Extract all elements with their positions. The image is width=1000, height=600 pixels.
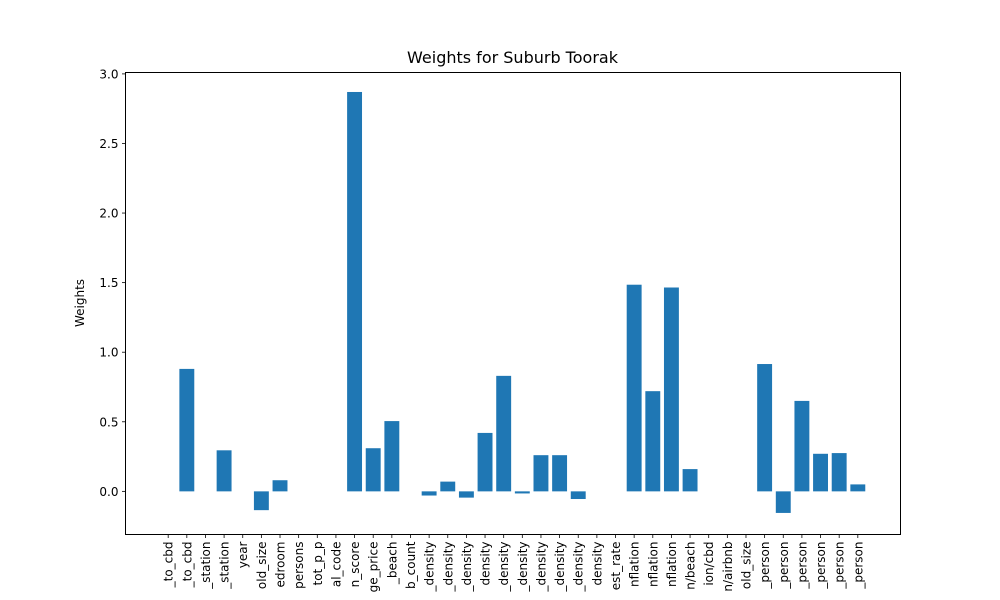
bars-group xyxy=(179,91,866,513)
y-tick-label: 1.0 xyxy=(99,346,118,360)
x-tick-label: _density xyxy=(460,542,474,593)
x-tick-label: al_code xyxy=(329,542,343,588)
x-tick-label: _density xyxy=(516,542,530,593)
bar-25 xyxy=(626,284,642,492)
y-tick-label: 3.0 xyxy=(99,67,118,81)
x-tick-label: ge_price xyxy=(367,542,381,593)
bar-32 xyxy=(757,364,773,492)
bar-28 xyxy=(682,469,698,492)
x-tick-label: nflation xyxy=(628,542,642,588)
x-tick-label: n_score xyxy=(348,542,362,588)
x-tick-label: n/airbnb xyxy=(721,542,735,592)
x-tick-label: _density xyxy=(441,542,455,593)
bar-6 xyxy=(272,480,288,492)
x-tick-label: _density xyxy=(423,542,437,593)
x-tick-label: _density xyxy=(572,542,586,593)
x-tick-label: _station xyxy=(218,542,232,590)
x-tick-label: n/beach xyxy=(684,542,698,590)
y-tick-label: 0.0 xyxy=(99,485,118,499)
x-tick-label: density xyxy=(479,542,493,586)
bar-22 xyxy=(570,491,586,500)
x-tick-label: _person xyxy=(814,542,828,590)
bar-20 xyxy=(533,455,549,492)
bar-27 xyxy=(663,287,679,492)
x-tick-label: _person xyxy=(851,542,865,590)
x-tick-label: _person xyxy=(777,542,791,590)
bar-11 xyxy=(365,448,381,492)
bar-19 xyxy=(514,491,530,494)
x-tick-label: _station xyxy=(199,542,213,590)
bar-15 xyxy=(440,481,456,492)
bar-12 xyxy=(384,421,400,492)
bar-16 xyxy=(458,491,474,498)
x-tick-label: tot_p_p xyxy=(311,542,325,586)
x-tick-label: _person xyxy=(833,542,847,590)
bar-5 xyxy=(253,491,269,511)
x-tick-label: _to_cbd xyxy=(180,542,194,589)
x-tick-label: edroom xyxy=(274,542,288,588)
y-tick-label: 0.5 xyxy=(99,415,118,429)
bar-10 xyxy=(347,91,363,492)
x-tick-label: _person xyxy=(795,542,809,590)
y-ticks-group: 0.0 0.5 1.0 1.5 2.0 2.5 3.0 xyxy=(99,67,126,499)
bar-17 xyxy=(477,432,493,492)
x-tick-label: year xyxy=(236,541,250,568)
x-tick-label: nflation xyxy=(646,542,660,588)
x-tick-label: _density xyxy=(497,542,511,593)
x-tick-label: _density xyxy=(553,542,567,593)
x-tick-label: persons xyxy=(292,542,306,589)
bar-37 xyxy=(850,484,866,492)
bar-36 xyxy=(831,453,847,492)
x-tick-label: nflation xyxy=(665,542,679,588)
x-tick-label: _beach xyxy=(385,542,399,586)
bar-3 xyxy=(216,450,232,492)
x-ticks-group: _to_cbd _to_cbd _station _station year old_si… xyxy=(162,534,865,593)
x-tick-label: est_rate xyxy=(609,542,623,591)
x-tick-label: b_count xyxy=(404,541,418,589)
x-tick-label: old_size xyxy=(255,542,269,590)
x-tick-label: ion/cbd xyxy=(702,542,716,586)
bar-33 xyxy=(775,491,791,513)
bar-1 xyxy=(179,368,195,492)
x-tick-label: _person xyxy=(758,542,772,590)
bar-35 xyxy=(813,453,828,492)
x-tick-label: old_size xyxy=(739,542,753,590)
bar-26 xyxy=(645,391,661,492)
x-tick-label: _density xyxy=(534,542,548,593)
y-axis-label: Weights xyxy=(73,279,87,327)
bar-18 xyxy=(496,375,512,492)
x-tick-label: _to_cbd xyxy=(162,542,176,589)
x-tick-label: density xyxy=(590,542,604,586)
bar-14 xyxy=(421,491,437,496)
y-tick-label: 2.0 xyxy=(99,207,118,221)
y-tick-label: 1.5 xyxy=(99,276,118,290)
plot-frame xyxy=(125,72,901,535)
bar-21 xyxy=(552,455,568,492)
bar-34 xyxy=(794,400,810,492)
chart-title: Weights for Suburb Toorak xyxy=(407,48,619,67)
y-tick-label: 2.5 xyxy=(99,137,118,151)
